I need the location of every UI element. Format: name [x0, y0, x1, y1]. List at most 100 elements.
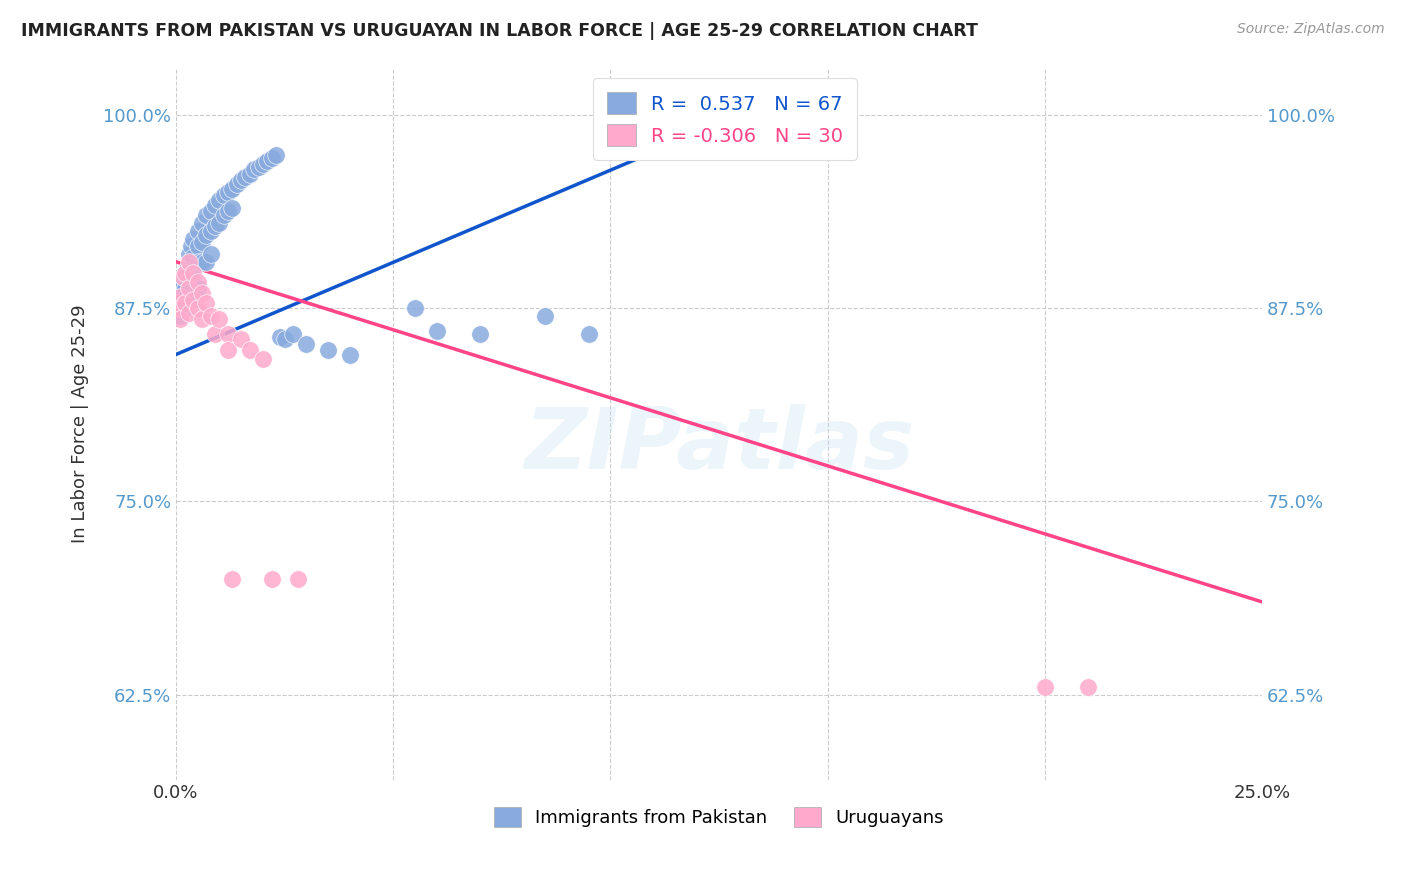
- Point: [794, 108, 817, 122]
- Point: [283, 327, 305, 342]
- Point: [177, 247, 200, 261]
- Point: [643, 123, 665, 137]
- Point: [225, 178, 247, 192]
- Point: [295, 336, 318, 351]
- Point: [173, 296, 195, 310]
- Point: [204, 197, 226, 211]
- Point: [170, 285, 193, 300]
- Point: [200, 247, 222, 261]
- Point: [316, 343, 339, 357]
- Point: [339, 347, 361, 361]
- Point: [260, 151, 283, 165]
- Point: [256, 154, 278, 169]
- Point: [287, 572, 309, 586]
- Point: [235, 169, 257, 184]
- Point: [169, 309, 191, 323]
- Point: [177, 281, 200, 295]
- Point: [172, 270, 194, 285]
- Point: [187, 301, 209, 315]
- Point: [260, 572, 283, 586]
- Point: [191, 285, 214, 300]
- Point: [200, 309, 222, 323]
- Point: [200, 224, 222, 238]
- Point: [183, 266, 205, 280]
- Point: [217, 343, 239, 357]
- Point: [191, 312, 214, 326]
- Point: [231, 332, 253, 346]
- Point: [195, 228, 218, 243]
- Point: [239, 167, 262, 181]
- Point: [177, 306, 200, 320]
- Point: [686, 108, 709, 122]
- Point: [217, 327, 239, 342]
- Point: [169, 301, 191, 315]
- Text: Source: ZipAtlas.com: Source: ZipAtlas.com: [1237, 22, 1385, 37]
- Point: [221, 182, 243, 196]
- Point: [243, 161, 266, 176]
- Point: [217, 203, 239, 218]
- Point: [183, 293, 205, 308]
- Point: [195, 208, 218, 222]
- Y-axis label: In Labor Force | Age 25-29: In Labor Force | Age 25-29: [72, 305, 89, 543]
- Point: [173, 266, 195, 280]
- Point: [180, 239, 202, 253]
- Point: [578, 327, 600, 342]
- Point: [239, 343, 262, 357]
- Point: [176, 262, 198, 277]
- Point: [169, 301, 191, 315]
- Point: [187, 254, 209, 268]
- Point: [208, 216, 231, 230]
- Point: [183, 250, 205, 264]
- Point: [252, 352, 274, 367]
- Point: [187, 281, 209, 295]
- Point: [426, 324, 449, 338]
- Point: [208, 193, 231, 207]
- Point: [269, 330, 291, 344]
- Point: [183, 231, 205, 245]
- Point: [231, 173, 253, 187]
- Point: [1077, 680, 1099, 694]
- Point: [187, 224, 209, 238]
- Text: ZIPatlas: ZIPatlas: [524, 404, 914, 487]
- Point: [177, 293, 200, 308]
- Point: [183, 270, 205, 285]
- Point: [200, 203, 222, 218]
- Point: [264, 148, 287, 162]
- Point: [173, 270, 195, 285]
- Point: [187, 275, 209, 289]
- Point: [169, 312, 191, 326]
- Point: [468, 327, 491, 342]
- Point: [173, 301, 195, 315]
- Point: [177, 254, 200, 268]
- Point: [247, 161, 270, 175]
- Point: [172, 293, 194, 308]
- Point: [183, 293, 205, 308]
- Point: [252, 157, 274, 171]
- Point: [212, 188, 235, 202]
- Point: [173, 281, 195, 295]
- Point: [191, 254, 214, 268]
- Point: [534, 309, 557, 323]
- Point: [169, 290, 191, 304]
- Point: [221, 572, 243, 586]
- Point: [204, 219, 226, 234]
- Point: [187, 239, 209, 253]
- Point: [177, 275, 200, 289]
- Point: [191, 216, 214, 230]
- Point: [204, 327, 226, 342]
- Point: [217, 185, 239, 199]
- Point: [221, 201, 243, 215]
- Text: IMMIGRANTS FROM PAKISTAN VS URUGUAYAN IN LABOR FORCE | AGE 25-29 CORRELATION CHA: IMMIGRANTS FROM PAKISTAN VS URUGUAYAN IN…: [21, 22, 979, 40]
- Point: [191, 235, 214, 249]
- Point: [208, 312, 231, 326]
- Point: [212, 208, 235, 222]
- Point: [195, 254, 218, 268]
- Point: [273, 332, 295, 346]
- Legend: Immigrants from Pakistan, Uruguayans: Immigrants from Pakistan, Uruguayans: [486, 799, 952, 835]
- Point: [169, 290, 191, 304]
- Point: [172, 275, 194, 289]
- Point: [195, 296, 218, 310]
- Point: [1033, 680, 1056, 694]
- Point: [177, 262, 200, 277]
- Point: [404, 301, 426, 315]
